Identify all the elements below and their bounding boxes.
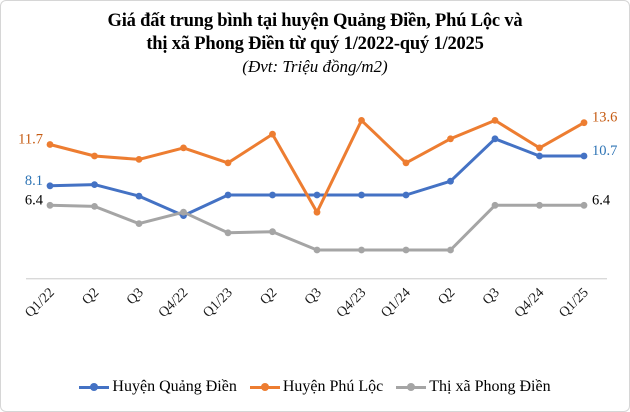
x-tick-label: Q1/25 [556,285,591,320]
legend-label: Huyện Phú Lộc [282,378,384,395]
x-tick-label: Q4/23 [334,285,369,320]
data-point-marker [269,228,276,236]
data-point-marker [135,156,143,163]
data-point-marker [402,191,410,199]
first-point-label: 6.4 [25,192,44,208]
data-point-marker [580,201,588,209]
data-point-marker [269,191,276,199]
data-point-marker [536,152,543,160]
data-point-marker [313,191,321,199]
x-tick-label: Q4/22 [156,285,191,320]
data-point-marker [358,191,365,199]
series-line-2 [48,118,586,214]
last-point-label: 6.4 [592,192,611,208]
data-point-marker [135,192,143,200]
data-point-marker [313,208,321,216]
x-tick-label: Q2 [436,285,459,308]
chart-legend: Huyện Quảng Điền Huyện Phú Lộc Thị xã Phon… [1,378,629,396]
first-point-label: 8.1 [25,173,43,189]
last-point-label: 10.7 [592,143,617,159]
data-point-marker [358,246,365,254]
x-tick-label: Q3 [124,285,147,308]
data-point-marker [46,201,54,209]
data-point-marker [224,191,232,199]
data-point-marker [491,201,499,209]
line-chart-plot: Q1/22 Q2 Q3 Q4/22 Q1/23 Q2 Q3 Q4/23 Q1/24 Q2 Q3 Q4/… [18,110,617,321]
x-tick-label: Q1/24 [378,285,413,320]
legend-item-2: Huyện Phú Lộc [249,378,384,396]
data-point-marker [224,229,232,237]
data-point-marker [91,152,98,160]
chart-title-line1: Giá đất trung bình tại huyện Quảng Điền,… [107,11,523,31]
x-tick-label: Q4/24 [512,285,547,320]
legend-line-marker-icon [249,383,280,391]
legend-item-3: Thị xã Phong Điền [396,378,551,396]
data-point-marker [580,152,588,160]
data-point-marker [536,201,543,209]
x-tick-label: Q2 [80,285,103,308]
legend-item-1: Huyện Quảng Điền [79,378,237,396]
data-point-marker [491,135,499,143]
data-point-marker [46,141,54,148]
data-point-marker [91,181,98,189]
data-point-marker [402,159,410,167]
data-point-marker [313,246,321,254]
data-point-marker [447,246,454,254]
legend-label: Huyện Quảng Điền [112,378,237,395]
data-point-marker [135,220,143,228]
last-point-label: 13.6 [592,110,617,126]
data-point-marker [46,182,54,190]
x-tick-label: Q3 [480,285,503,308]
chart-title: Giá đất trung bình tại huyện Quảng Điền,… [1,10,629,56]
data-point-marker [491,117,499,124]
legend-line-marker-icon [396,383,427,391]
data-point-marker [180,208,187,216]
legend-label: Thị xã Phong Điền [429,378,551,395]
data-point-marker [224,159,232,167]
data-point-marker [580,119,588,127]
first-point-label: 11.7 [18,132,43,148]
chart-subtitle: (Đvt: Triệu đồng/m2) [242,57,388,76]
x-tick-label: Q3 [302,285,325,308]
data-point-marker [269,130,276,138]
x-tick-label: Q2 [258,285,281,308]
data-point-marker [402,246,410,254]
legend-line-marker-icon [79,383,110,391]
x-tick-label: Q1/22 [22,285,57,320]
chart-title-line2: thị xã Phong Điền từ quý 1/2022-quý 1/20… [146,34,484,54]
data-point-marker [536,144,543,152]
data-point-marker [447,177,454,185]
data-point-marker [358,117,365,124]
data-point-marker [180,144,187,152]
data-point-marker [91,203,98,210]
x-tick-label: Q1/23 [200,285,235,320]
data-point-marker [447,135,454,143]
